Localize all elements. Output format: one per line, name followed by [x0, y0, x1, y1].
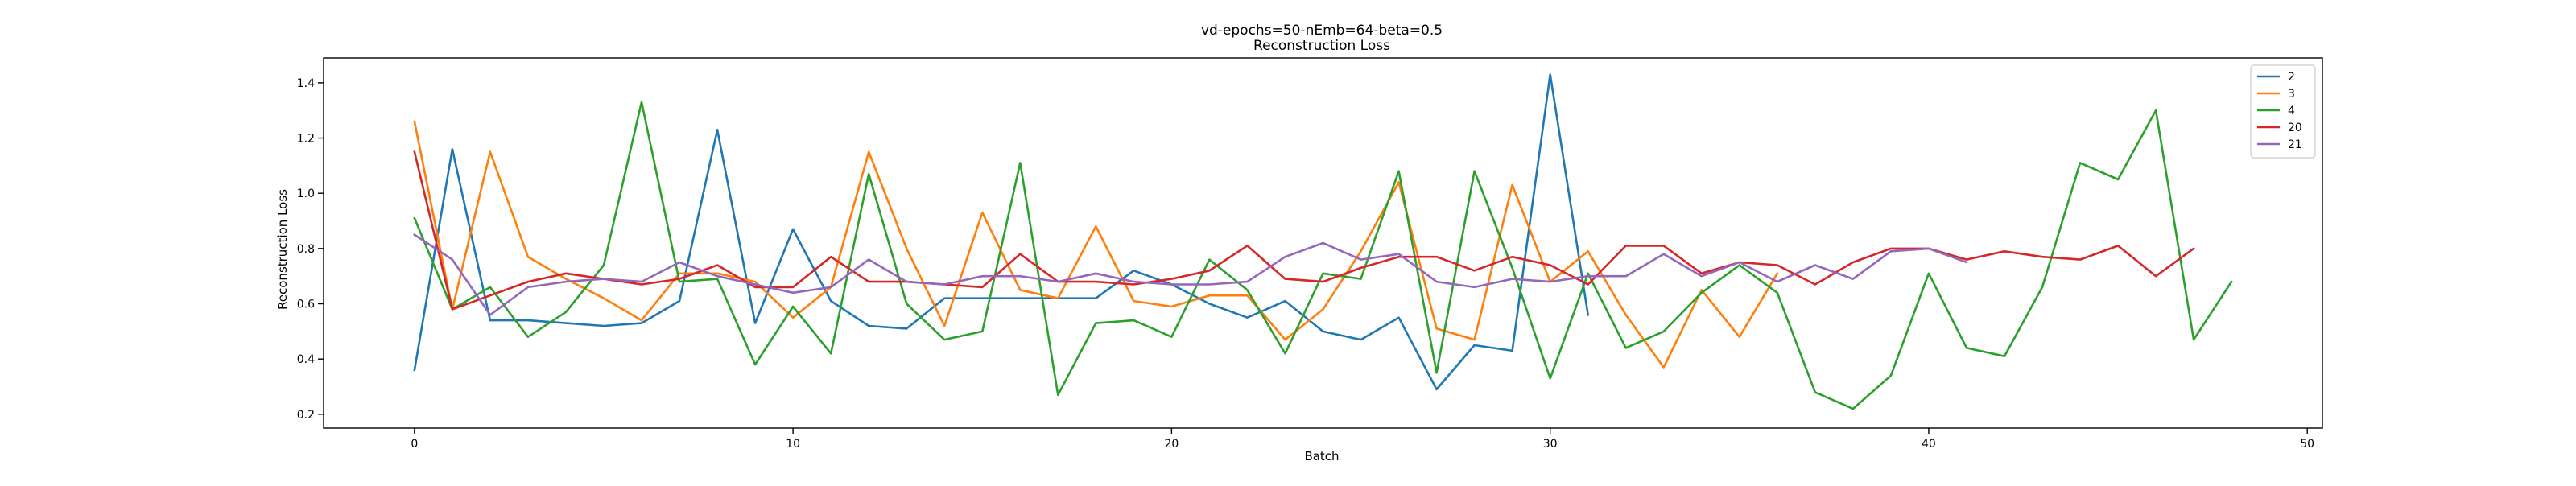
y-tick-label: 0.2: [297, 409, 315, 422]
y-axis-label: Reconstruction Loss: [275, 189, 290, 310]
legend-label-2: 2: [2288, 71, 2295, 84]
series-line-3: [413, 120, 1779, 369]
y-tick-label: 1.4: [297, 77, 315, 90]
x-tick-label: 20: [1164, 438, 1179, 451]
legend: 2 3 4 20 21: [2250, 64, 2316, 159]
series-line-4: [413, 101, 2233, 410]
legend-label-21: 21: [2288, 138, 2302, 151]
x-tick-label: 30: [1543, 438, 1558, 451]
series-line-2: [413, 73, 1590, 391]
plot-area: 0 10 20 30 40 50 0.2 0.4 0.6 0.8 1.0 1.2 1.4: [297, 57, 2323, 451]
legend-label-3: 3: [2288, 88, 2295, 101]
y-tick-label: 1.0: [297, 187, 315, 200]
legend-label-4: 4: [2288, 105, 2295, 117]
series-line-20: [413, 150, 2195, 311]
x-tick-label: 40: [1922, 438, 1936, 451]
chart-subtitle: Reconstruction Loss: [1253, 38, 1390, 54]
chart-title: vd-epochs=50-nEmb=64-beta=0.5: [1201, 23, 1443, 39]
series-line-21: [413, 233, 1968, 316]
y-tick-label: 0.6: [297, 299, 315, 311]
plot-frame: [323, 57, 2323, 429]
y-tick-label: 0.4: [297, 353, 315, 366]
y-tick-label: 1.2: [297, 133, 315, 146]
x-tick-label: 10: [786, 438, 800, 451]
x-axis-label: Batch: [1304, 449, 1339, 463]
legend-label-20: 20: [2288, 122, 2302, 134]
legend-box: [2250, 64, 2316, 159]
y-tick-label: 0.8: [297, 243, 315, 256]
x-tick-label: 0: [411, 438, 418, 451]
x-tick-label: 50: [2300, 438, 2314, 451]
